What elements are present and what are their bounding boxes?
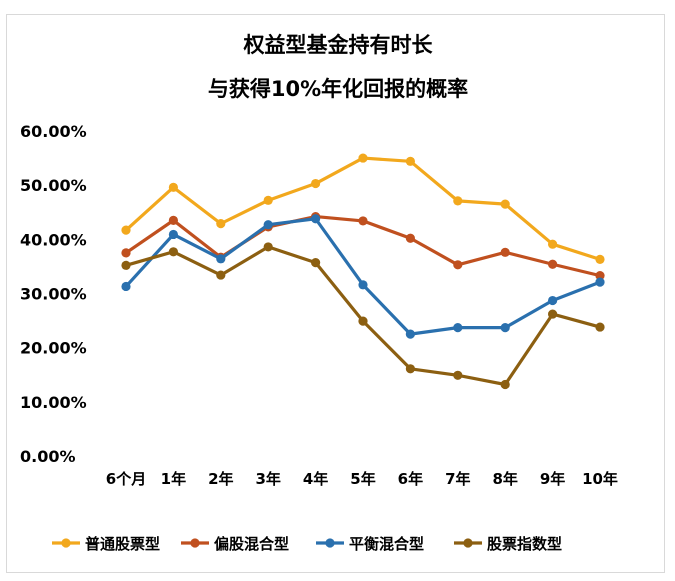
data-point xyxy=(595,254,605,264)
data-point xyxy=(216,270,226,280)
data-point xyxy=(548,309,558,319)
legend-item: 股票指数型 xyxy=(454,535,562,553)
x-tick-label: 9年 xyxy=(540,470,565,488)
data-point xyxy=(121,281,131,292)
series-line xyxy=(124,156,602,261)
data-point xyxy=(168,229,178,240)
series-3 xyxy=(121,214,605,339)
data-point xyxy=(405,364,415,374)
series-1 xyxy=(121,153,605,264)
x-tick-label: 6个月 xyxy=(106,470,146,488)
legend-item: 偏股混合型 xyxy=(181,535,289,553)
x-tick-label: 7年 xyxy=(445,470,470,488)
data-point xyxy=(405,156,415,166)
data-point xyxy=(453,196,463,206)
data-point xyxy=(453,260,463,270)
series-4 xyxy=(121,242,605,390)
data-point xyxy=(548,239,558,249)
data-point xyxy=(311,214,321,224)
legend-swatch-marker xyxy=(325,538,335,548)
x-tick-label: 1年 xyxy=(161,470,186,488)
data-point xyxy=(595,322,605,332)
data-point xyxy=(548,259,558,269)
legend-swatch-marker xyxy=(190,538,200,548)
x-tick-label: 10年 xyxy=(582,470,618,488)
data-point xyxy=(358,316,368,326)
data-point xyxy=(500,199,510,209)
chart-title-line-1: 权益型基金持有时长 xyxy=(243,33,434,57)
data-point xyxy=(453,323,463,333)
y-tick-label: 10.00% xyxy=(20,393,87,412)
data-point xyxy=(263,195,273,205)
x-tick-label: 6年 xyxy=(398,470,423,488)
data-point xyxy=(121,260,131,270)
data-point xyxy=(500,323,510,333)
data-point xyxy=(311,178,321,189)
data-point xyxy=(358,216,368,226)
y-tick-label: 30.00% xyxy=(20,285,87,304)
legend-swatch-marker xyxy=(61,538,71,548)
x-axis-ticks: 6个月 1年 2年 3年 4年 5年 6年 7年 8年 9年 10年 xyxy=(106,470,618,488)
data-point xyxy=(121,248,131,258)
data-point xyxy=(405,233,415,243)
x-tick-label: 8年 xyxy=(492,470,517,488)
x-tick-label: 3年 xyxy=(255,470,280,488)
data-point xyxy=(121,225,131,235)
data-point xyxy=(216,254,226,264)
chart-frame xyxy=(6,14,665,573)
y-tick-label: 20.00% xyxy=(20,339,87,358)
data-point xyxy=(263,242,273,252)
data-point xyxy=(405,329,415,339)
data-point xyxy=(595,271,605,281)
legend-label: 偏股混合型 xyxy=(214,535,289,553)
legend-label: 股票指数型 xyxy=(487,535,562,553)
data-point xyxy=(500,379,510,390)
data-point xyxy=(595,277,605,287)
data-point xyxy=(216,219,226,229)
y-axis-ticks: 60.00% 50.00% 40.00% 30.00% 20.00% 10.00% 0.00… xyxy=(20,122,87,466)
data-point xyxy=(168,215,178,225)
x-tick-label: 4年 xyxy=(303,470,328,488)
x-tick-label: 5年 xyxy=(350,470,375,488)
y-tick-label: 60.00% xyxy=(20,122,87,141)
series-lines xyxy=(121,153,605,390)
chart-title-line-2: 与获得10%年化回报的概率 xyxy=(208,77,468,101)
legend: 普通股票型 偏股混合型 平衡混合型 股票指数型 xyxy=(52,535,562,553)
data-point xyxy=(500,247,510,257)
data-point xyxy=(168,182,178,192)
data-point xyxy=(168,247,178,257)
legend-item: 普通股票型 xyxy=(52,535,160,553)
legend-label: 平衡混合型 xyxy=(349,535,424,553)
data-point xyxy=(358,153,368,163)
data-point xyxy=(453,370,463,380)
legend-swatch-marker xyxy=(463,538,473,548)
x-tick-label: 2年 xyxy=(208,470,233,488)
y-tick-label: 40.00% xyxy=(20,230,87,249)
y-tick-label: 50.00% xyxy=(20,176,87,195)
data-point xyxy=(263,220,273,230)
data-point xyxy=(548,295,558,306)
legend-label: 普通股票型 xyxy=(85,535,160,553)
data-point xyxy=(358,280,368,290)
y-tick-label: 0.00% xyxy=(20,447,76,466)
legend-item: 平衡混合型 xyxy=(316,535,424,553)
data-point xyxy=(311,258,321,268)
